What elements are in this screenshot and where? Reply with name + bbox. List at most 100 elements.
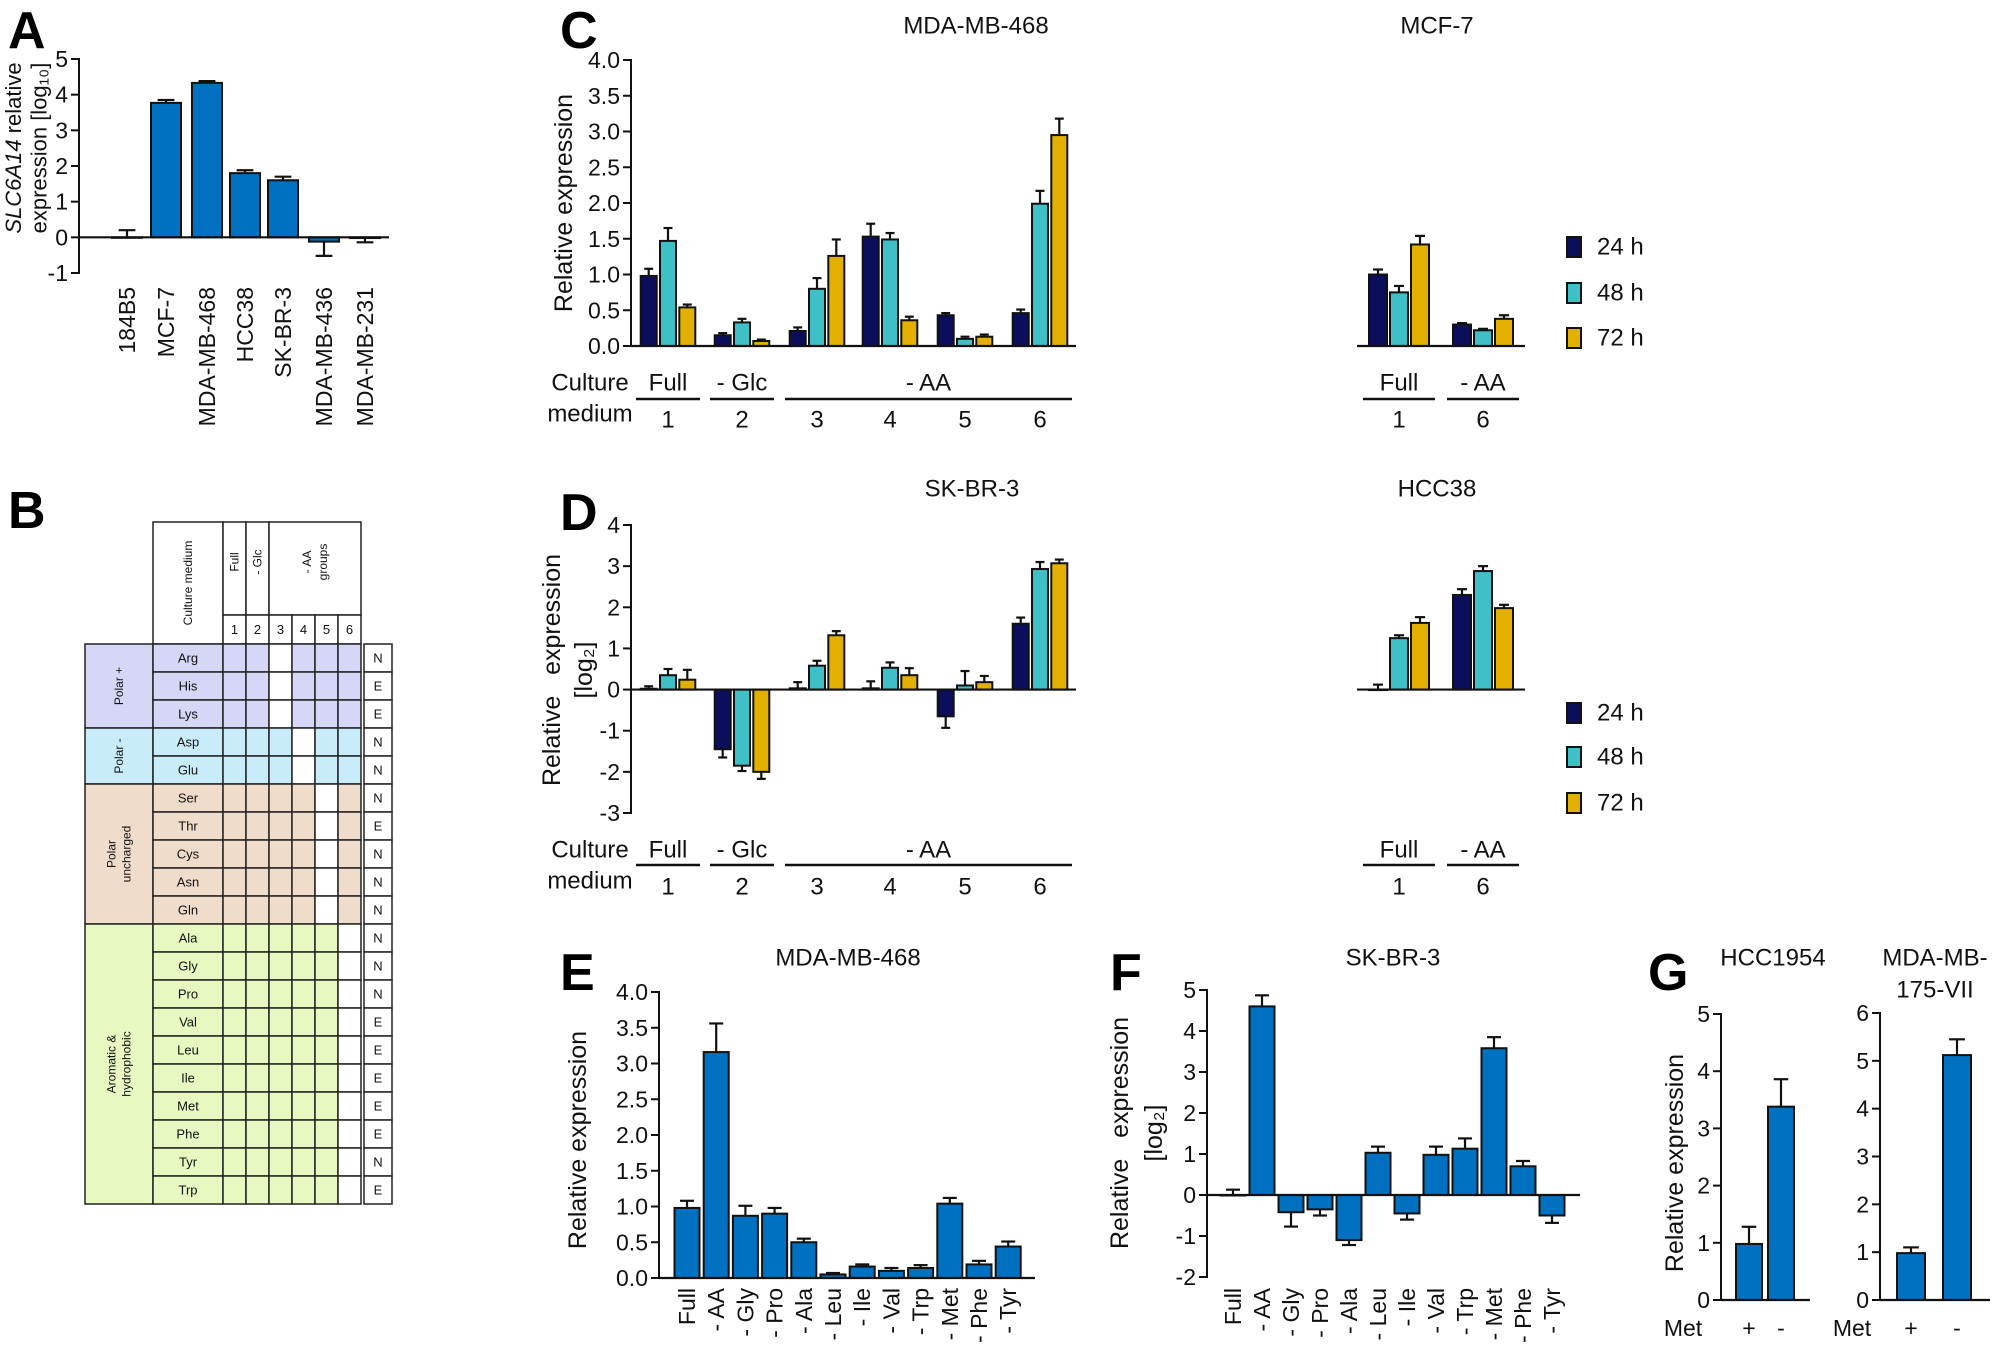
medium-cell-present <box>337 755 362 785</box>
bar <box>191 81 223 239</box>
amino-acid-name: Phe <box>176 1127 199 1142</box>
essential-flag: N <box>373 903 382 918</box>
bar <box>936 314 955 348</box>
y-tick-label: 2.0 <box>588 190 620 216</box>
essential-flag: E <box>374 1015 383 1030</box>
amino-acid-cell <box>152 923 224 953</box>
amino-acid-cell <box>152 643 224 673</box>
x-category-label: - Phe <box>1510 1288 1536 1343</box>
bar <box>1452 593 1472 691</box>
amino-acid-name: Gln <box>178 903 198 918</box>
essential-flag: N <box>373 875 382 890</box>
y-tick-label: 3 <box>1856 1144 1869 1170</box>
medium-cell-present <box>268 867 293 897</box>
medium-label: Full <box>228 552 242 571</box>
y-tick-label: 4 <box>1697 1058 1710 1084</box>
chart-c2: MCF-7 Full - AA 1 6 24 h 48 h 72 h <box>1357 13 1644 434</box>
legend-label: 72 h <box>1597 790 1644 817</box>
medium-cell-present <box>314 671 339 701</box>
amino-acid-cell <box>152 671 224 701</box>
x-category-label: SK-BR-3 <box>270 287 296 378</box>
bar <box>827 254 846 347</box>
bar <box>1410 243 1430 347</box>
y-tick-label: 3 <box>1697 1115 1710 1141</box>
y-tick-label: 1 <box>55 189 68 215</box>
bar <box>1452 323 1472 347</box>
medium-number: 2 <box>254 622 261 637</box>
y-axis-label: SLC6A14 relative <box>1 62 26 233</box>
culture-medium-label: Culture <box>551 837 628 864</box>
y-tick-label: 1 <box>1183 1141 1196 1167</box>
y-tick-label: 3.0 <box>588 119 620 145</box>
y-tick-label: 3.0 <box>616 1051 648 1077</box>
bar <box>1306 1194 1334 1211</box>
bar <box>1011 622 1030 691</box>
medium-label: - Glc <box>251 549 265 574</box>
culture-medium-label: Culture <box>551 370 628 397</box>
y-tick-label: 2 <box>1697 1173 1710 1199</box>
x-category-label: MDA-MB-231 <box>352 287 378 426</box>
y-tick-label: 2.5 <box>616 1086 648 1112</box>
essential-cell <box>363 671 393 701</box>
bar <box>733 321 751 347</box>
y-tick-label: 3.5 <box>616 1015 648 1041</box>
medium-cell-removed <box>337 1175 362 1205</box>
y-axis-label-text: relative <box>1 62 26 139</box>
y-tick-label: 2 <box>1856 1191 1869 1217</box>
medium-cell-present <box>268 1175 293 1205</box>
chart-g1: 0 1 2 3 4 5 + - Met HCC1954 Relative expression <box>1661 945 1826 1342</box>
y-tick-label: 0 <box>607 677 620 703</box>
medium-cell-present <box>337 643 362 673</box>
medium-cell-present <box>291 923 316 953</box>
chart-title: HCC1954 <box>1720 945 1825 972</box>
chart-c1: 0.0 0.5 1.0 1.5 2.0 2.5 3.0 3.5 4.0 MDA-MB-468 Rel… <box>547 13 1076 434</box>
medium-cell-present <box>314 923 339 953</box>
medium-header-cell <box>268 521 362 616</box>
x-category-label: - Pro <box>762 1288 788 1338</box>
medium-cell-present <box>337 839 362 869</box>
bar <box>965 1263 993 1280</box>
x-category-label: - Ile <box>849 1288 875 1326</box>
medium-cell-removed <box>291 727 316 757</box>
medium-cell-present <box>314 755 339 785</box>
bar <box>713 334 732 347</box>
medium-cell-present <box>268 727 293 757</box>
x-category-label: Full <box>674 1288 700 1325</box>
medium-cell-present <box>337 895 362 925</box>
medium-cell-present <box>314 1007 339 1037</box>
bar <box>1031 568 1049 691</box>
y-axis-label: Relative expression <box>564 1031 592 1249</box>
medium-cell-present <box>291 1147 316 1177</box>
medium-cell-present <box>291 643 316 673</box>
medium-label: groups <box>316 544 330 581</box>
amino-acid-name: Asp <box>177 735 199 750</box>
chart-title: 175-VII <box>1896 977 1973 1004</box>
medium-cell-present <box>291 699 316 729</box>
medium-cell-present <box>222 1091 247 1121</box>
medium-cell-present <box>314 1091 339 1121</box>
y-tick-label: 4.0 <box>616 979 648 1005</box>
medium-cell-removed <box>337 951 362 981</box>
medium-number: 5 <box>323 622 330 637</box>
x-category-label: - Phe <box>966 1288 992 1343</box>
legend-swatch <box>1566 792 1582 814</box>
chart-d2: HCC38 Full - AA 1 6 24 h 48 h 72 h <box>1357 476 1644 901</box>
medium-cell-present <box>291 1007 316 1037</box>
medium-cell-present <box>222 951 247 981</box>
y-tick-label: -2 <box>1176 1264 1196 1290</box>
y-tick-label: 2 <box>55 153 68 179</box>
y-axis-label: Relative expression <box>1106 1017 1134 1249</box>
panel-label-d: D <box>560 484 598 542</box>
medium-number: 2 <box>735 874 748 901</box>
x-axis-label: Met <box>1833 1315 1872 1341</box>
y-tick-label: 2 <box>1183 1100 1196 1126</box>
y-axis-label: Relative expression <box>550 94 578 312</box>
medium-cell-removed <box>337 1063 362 1093</box>
bar <box>900 319 919 348</box>
bar <box>267 179 299 239</box>
medium-cell-removed <box>314 783 339 813</box>
bar <box>848 1265 876 1280</box>
amino-acid-name: Asn <box>177 875 199 890</box>
x-category-label: - AA <box>703 1287 729 1331</box>
